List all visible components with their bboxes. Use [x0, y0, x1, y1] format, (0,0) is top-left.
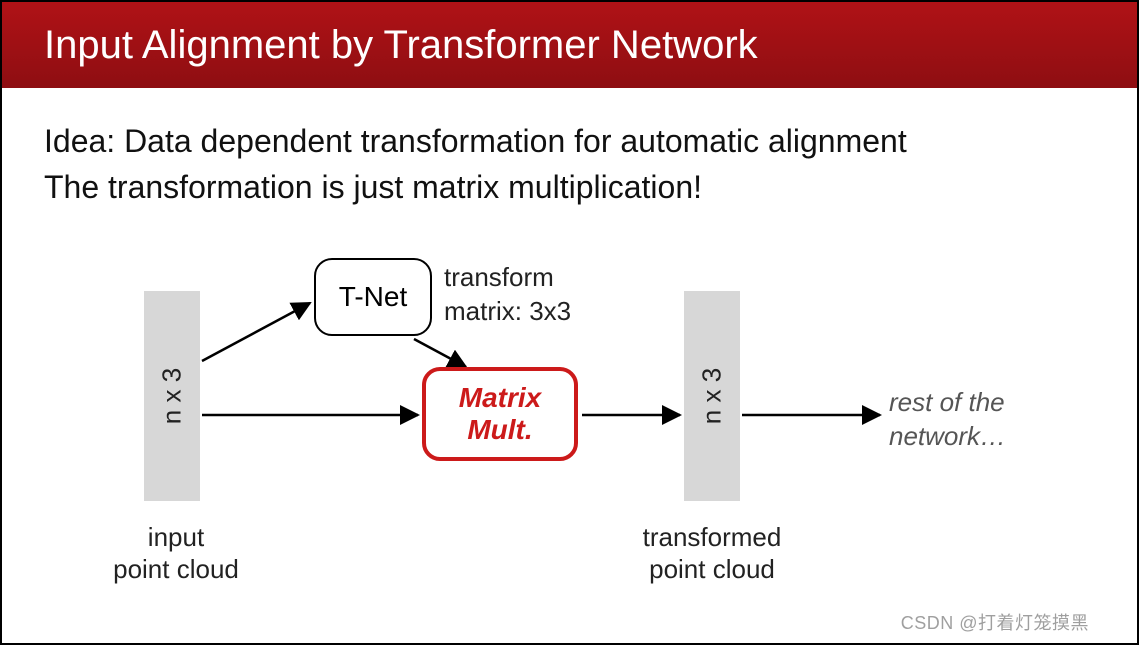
idea-line-2: The transformation is just matrix multip… — [44, 164, 1095, 210]
watermark: CSDN @打着灯笼摸黑 — [901, 609, 1089, 635]
output-cloud-dim: n x 3 — [697, 368, 728, 424]
input-cloud-dim: n x 3 — [157, 368, 188, 424]
idea-line-1: Idea: Data dependent transformation for … — [44, 118, 1095, 164]
output-cloud-box: n x 3 — [684, 291, 740, 501]
tnet-label: T-Net — [339, 281, 407, 313]
input-cloud-caption-text: input point cloud — [113, 522, 239, 585]
tnet-side-label-text: transform matrix: 3x3 — [444, 262, 571, 326]
slide-title: Input Alignment by Transformer Network — [44, 23, 758, 68]
tnet-side-label: transform matrix: 3x3 — [444, 261, 571, 329]
input-cloud-caption: input point cloud — [96, 521, 256, 586]
output-cloud-caption: transformed point cloud — [622, 521, 802, 586]
matrix-mult-box: Matrix Mult. — [422, 367, 578, 461]
tnet-box: T-Net — [314, 258, 432, 336]
title-bar: Input Alignment by Transformer Network — [2, 2, 1137, 88]
matrix-mult-label: Matrix Mult. — [459, 382, 541, 446]
diagram: n x 3 input point cloud T-Net transform … — [44, 221, 1084, 611]
input-cloud-box: n x 3 — [144, 291, 200, 501]
rest-of-network-label: rest of the network… — [889, 386, 1006, 454]
rest-label-text: rest of the network… — [889, 387, 1006, 451]
output-cloud-caption-text: transformed point cloud — [643, 522, 782, 585]
slide-content: Idea: Data dependent transformation for … — [2, 88, 1137, 611]
